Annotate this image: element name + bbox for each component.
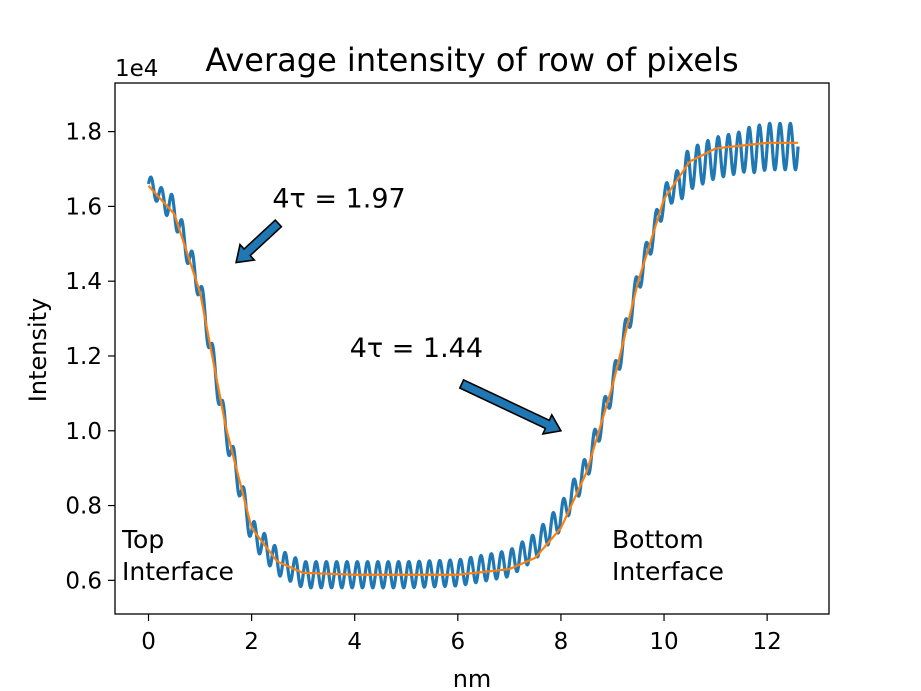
top-interface-line-2: Interface <box>122 557 234 586</box>
annotation-layer: 4τ = 1.97 4τ = 1.44 <box>235 183 563 435</box>
x-tick-label: 6 <box>451 629 466 655</box>
tick-layer: 0 2 4 6 8 10 12 0.6 0.8 1.0 1.2 1.4 1.6 1.8 <box>65 120 781 655</box>
y-tick-label: 1.8 <box>65 120 102 146</box>
bottom-interface-label: Bottom Interface <box>612 525 724 586</box>
y-tick-label: 1.4 <box>65 269 102 295</box>
y-axis-label: Intensity <box>24 298 52 402</box>
y-offset-label: 1e4 <box>115 56 158 82</box>
series-layer <box>146 121 800 590</box>
annotation-arrow-2 <box>458 378 563 435</box>
x-tick-label: 4 <box>347 629 362 655</box>
plot-frame <box>114 82 830 615</box>
x-tick-label: 2 <box>244 629 259 655</box>
y-tick-label: 0.6 <box>65 568 102 594</box>
annotation-arrow-1 <box>235 218 283 264</box>
fit-line <box>147 141 799 576</box>
y-tick-label: 1.2 <box>65 344 102 370</box>
top-interface-line-1: Top <box>121 525 164 554</box>
measured-line <box>146 121 800 590</box>
y-tick-label: 1.6 <box>65 194 102 220</box>
bottom-interface-line-1: Bottom <box>612 525 704 554</box>
top-interface-label: Top Interface <box>121 525 234 586</box>
x-tick-label: 10 <box>649 629 678 655</box>
annotation-label-1: 4τ = 1.97 <box>272 183 405 214</box>
chart-title: Average intensity of row of pixels <box>205 41 738 79</box>
x-tick-label: 8 <box>554 629 569 655</box>
x-axis-label: nm <box>453 665 492 691</box>
bottom-interface-line-2: Interface <box>612 557 724 586</box>
x-tick-label: 12 <box>752 629 781 655</box>
y-tick-label: 1.0 <box>65 419 102 445</box>
y-tick-label: 0.8 <box>65 494 102 520</box>
x-tick-label: 0 <box>141 629 156 655</box>
annotation-label-2: 4τ = 1.44 <box>350 333 483 364</box>
